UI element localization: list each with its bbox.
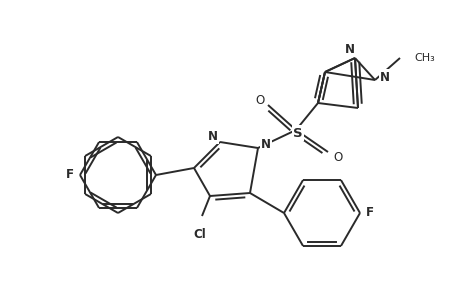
Text: F: F [66, 169, 74, 182]
Text: Cl: Cl [193, 227, 206, 241]
Text: N: N [379, 70, 389, 83]
Text: N: N [207, 130, 218, 142]
Text: F: F [365, 206, 373, 220]
Text: N: N [260, 137, 270, 151]
Text: CH₃: CH₃ [413, 53, 434, 63]
Text: N: N [344, 43, 354, 56]
Text: O: O [255, 94, 264, 106]
Text: S: S [292, 127, 302, 140]
Text: O: O [333, 151, 342, 164]
